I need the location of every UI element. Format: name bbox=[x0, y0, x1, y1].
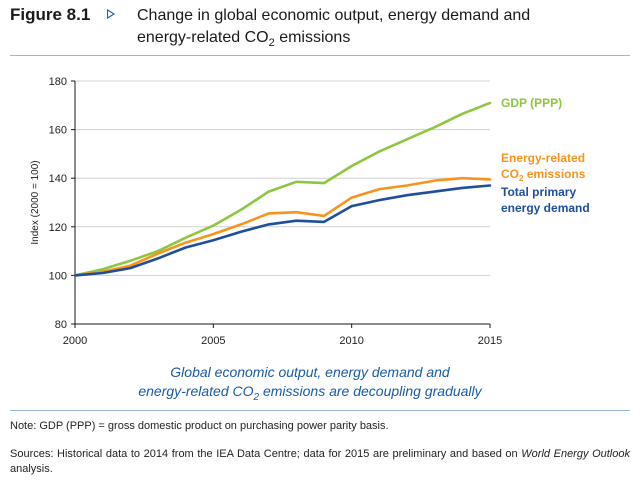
label-co2-line2: CO2 emissions bbox=[501, 167, 586, 183]
y-tick-label-100: 100 bbox=[49, 270, 67, 282]
series-line-0 bbox=[73, 101, 492, 277]
series-labels: GDP (PPP) Energy-related CO2 emissions Tota… bbox=[501, 96, 590, 215]
x-tick-label-2000: 2000 bbox=[63, 335, 87, 347]
label-gdp: GDP (PPP) bbox=[501, 96, 562, 110]
caption-line-2: energy-related CO2 emissions are decoupl… bbox=[138, 383, 482, 403]
label-co2-line1: Energy-related bbox=[501, 151, 585, 165]
y-tick-label-80: 80 bbox=[55, 319, 67, 331]
y-tick-label-180: 180 bbox=[49, 76, 67, 88]
note-text: Note: GDP (PPP) = gross domestic product… bbox=[10, 420, 389, 432]
y-axis-label: Index (2000 = 100) bbox=[30, 160, 41, 244]
y-tick-label-120: 120 bbox=[49, 222, 67, 234]
axes: 80 100 120 140 160 180 2000 2005 2010 2015 Index (… bbox=[30, 76, 502, 347]
title-line-1: Change in global economic output, energy… bbox=[137, 7, 531, 24]
sources-text: Sources: Historical data to 2014 from th… bbox=[10, 448, 630, 475]
chart-caption: Global economic output, energy demand an… bbox=[100, 363, 520, 407]
series-lines bbox=[73, 101, 492, 277]
figure-title: Change in global economic output, energy… bbox=[137, 5, 617, 54]
title-line-2: energy-related CO2 emissions bbox=[137, 29, 351, 50]
title-rule bbox=[10, 55, 630, 56]
series-line-2 bbox=[73, 184, 492, 277]
caption-line-1: Global economic output, energy demand an… bbox=[170, 364, 450, 380]
label-tped-line2: energy demand bbox=[501, 201, 590, 215]
x-tick-label-2015: 2015 bbox=[478, 335, 502, 347]
grid-lines bbox=[75, 80, 490, 276]
y-tick-label-140: 140 bbox=[49, 173, 67, 185]
caption-rule bbox=[10, 410, 630, 411]
label-tped-line1: Total primary bbox=[501, 185, 576, 199]
x-tick-label-2005: 2005 bbox=[201, 335, 225, 347]
x-tick-label-2010: 2010 bbox=[339, 335, 363, 347]
line-chart: 80 100 120 140 160 180 2000 2005 2010 2015 Index (… bbox=[30, 76, 590, 347]
figure-arrow-icon bbox=[107, 9, 115, 19]
figure-label: Figure 8.1 bbox=[10, 5, 91, 24]
series-line-1 bbox=[73, 176, 492, 277]
y-tick-label-160: 160 bbox=[49, 125, 67, 137]
